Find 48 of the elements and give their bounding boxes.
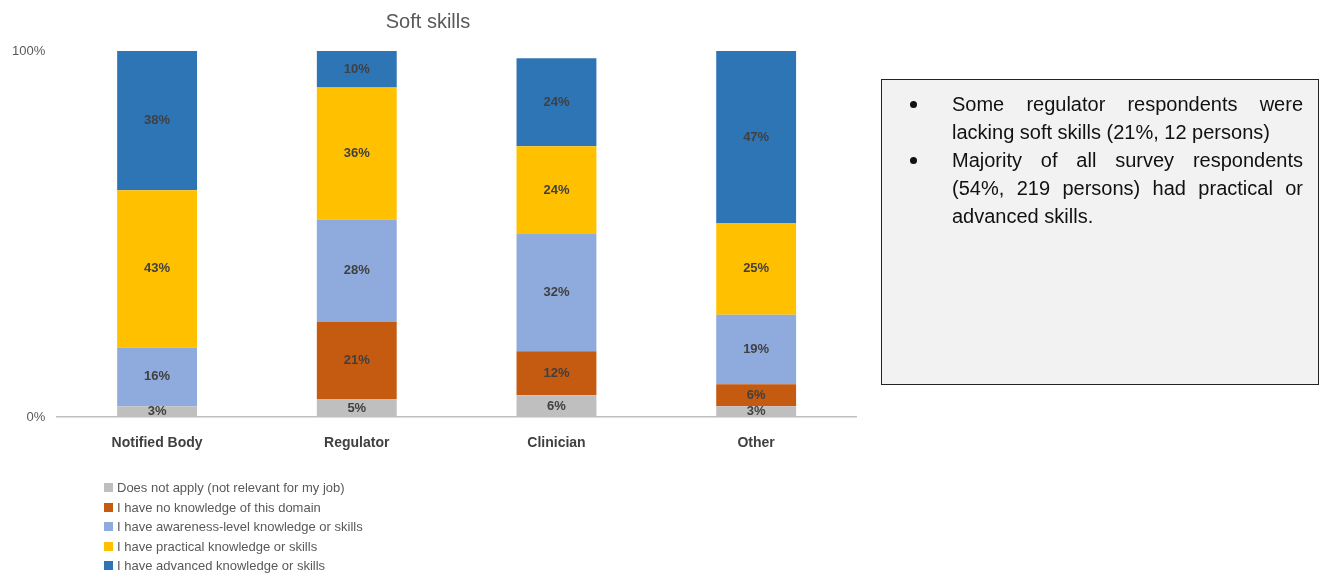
y-tick-label: 0% [26,408,46,424]
bar [316,87,397,220]
legend-label: I have no knowledge of this domain [117,498,321,517]
legend-label: I have practical knowledge or skills [117,537,318,556]
bar [117,347,198,407]
data-label: 25% [743,260,770,276]
x-tick-label: Notified Body [111,434,203,451]
chart-title: Soft skills [385,9,471,32]
bar [316,219,397,322]
legend-label: Does not apply (not relevant for my job) [117,479,345,497]
data-label: 10% [343,60,371,76]
data-label: 32% [543,284,570,300]
data-label: 43% [144,260,171,276]
bar [117,51,198,191]
data-label: 24% [543,93,570,109]
data-label: 5% [347,399,367,415]
bar [316,321,397,399]
bar [716,223,797,315]
data-label: 38% [144,112,171,128]
data-label: 3% [746,403,766,419]
bar [516,234,597,352]
y-tick-label: 100% [12,42,46,58]
text: Some regulator respondents were lacking soft skills (21%, 12 persons) [952,93,1303,143]
data-label: 16% [144,368,171,384]
bar [516,58,597,147]
data-label: 3% [147,403,167,419]
bar [516,146,597,235]
legend-label: I have awareness-level knowledge or skills [117,518,363,536]
bar [117,190,198,348]
x-tick-label: Other [737,434,776,451]
x-tick-label: Regulator [324,434,390,451]
data-label: 36% [343,145,371,161]
bar [516,351,597,396]
data-label: 19% [743,341,770,357]
data-label: 21% [343,352,371,368]
bar [716,51,797,224]
legend-label: I have advanced knowledge or skills [117,557,326,573]
text: Majority of all survey respondents (54%, 219 persons) had practical or advanced skills. [952,149,1303,227]
data-label: 28% [343,262,371,278]
data-label: 6% [547,397,567,413]
data-label: 47% [743,128,770,144]
bar [716,384,797,407]
x-tick-label: Clinician [527,434,586,451]
data-label: 24% [543,181,570,197]
bar [716,314,797,385]
data-label: 12% [543,364,570,380]
data-label: 6% [746,386,766,402]
bar [316,51,397,88]
